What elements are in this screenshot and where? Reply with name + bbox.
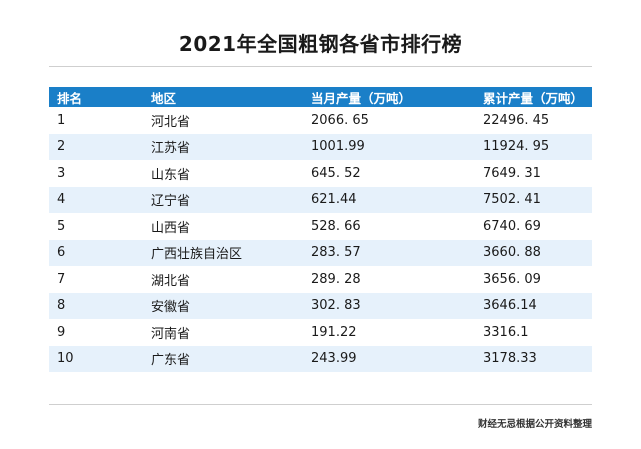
cell-cumulative: 22496. 45: [483, 112, 550, 128]
table-row: 1 河北省 2066. 65 22496. 45: [49, 107, 592, 134]
cell-region: 广西壮族自治区: [151, 247, 243, 263]
cell-region: 河北省: [151, 114, 191, 130]
cell-region: 山东省: [151, 167, 191, 183]
top-divider: [49, 66, 592, 67]
header-monthly-output: 当月产量（万吨）: [311, 90, 412, 106]
cell-monthly: 645. 52: [311, 165, 361, 181]
cell-cumulative: 6740. 69: [483, 218, 541, 234]
cell-region: 安徽省: [151, 300, 191, 316]
cell-monthly: 243.99: [311, 351, 357, 367]
cell-monthly: 283. 57: [311, 245, 361, 261]
table-row: 5 山西省 528. 66 6740. 69: [49, 213, 592, 240]
table-row: 9 河南省 191.22 3316.1: [49, 319, 592, 346]
header-region: 地区: [151, 90, 177, 106]
cell-region: 江苏省: [151, 141, 191, 157]
source-note: 财经无忌根据公开资料整理: [477, 419, 592, 430]
cell-cumulative: 3178.33: [483, 351, 537, 367]
table-row: 4 辽宁省 621.44 7502. 41: [49, 186, 592, 213]
cell-rank: 8: [57, 298, 66, 314]
table-row: 10 广东省 243.99 3178.33: [49, 345, 592, 372]
cell-region: 河南省: [151, 326, 191, 342]
cell-rank: 3: [57, 165, 66, 181]
cell-region: 湖北省: [151, 273, 191, 289]
table-header-row: 排名 地区 当月产量（万吨） 累计产量（万吨）: [49, 87, 592, 107]
cell-monthly: 1001.99: [311, 139, 365, 155]
cell-cumulative: 3656. 09: [483, 271, 541, 287]
table-row: 8 安徽省 302. 83 3646.14: [49, 292, 592, 319]
bottom-divider: [49, 404, 592, 405]
table-row: 6 广西壮族自治区 283. 57 3660. 88: [49, 239, 592, 266]
header-rank: 排名: [57, 90, 83, 106]
cell-region: 广东省: [151, 353, 191, 369]
cell-rank: 7: [57, 271, 66, 287]
cell-cumulative: 7649. 31: [483, 165, 541, 181]
cell-cumulative: 3646.14: [483, 298, 537, 314]
table-row: 2 江苏省 1001.99 11924. 95: [49, 133, 592, 160]
cell-monthly: 621.44: [311, 192, 357, 208]
cell-monthly: 528. 66: [311, 218, 361, 234]
cell-region: 山西省: [151, 220, 191, 236]
cell-monthly: 289. 28: [311, 271, 361, 287]
cell-rank: 1: [57, 112, 66, 128]
page-title: 2021年全国粗钢各省市排行榜: [178, 32, 463, 56]
header-cumulative-output: 累计产量（万吨）: [483, 90, 584, 106]
cell-monthly: 302. 83: [311, 298, 361, 314]
table-row: 3 山东省 645. 52 7649. 31: [49, 160, 592, 187]
cell-monthly: 191.22: [311, 324, 357, 340]
cell-region: 辽宁省: [151, 194, 191, 210]
cell-rank: 10: [57, 351, 74, 367]
ranking-table: 排名 地区 当月产量（万吨） 累计产量（万吨） 1 河北省 2066. 65 2…: [49, 87, 592, 372]
cell-rank: 5: [57, 218, 66, 234]
cell-rank: 4: [57, 192, 66, 208]
cell-cumulative: 3660. 88: [483, 245, 541, 261]
cell-rank: 2: [57, 139, 66, 155]
cell-cumulative: 3316.1: [483, 324, 529, 340]
cell-cumulative: 11924. 95: [483, 139, 550, 155]
cell-rank: 9: [57, 324, 66, 340]
cell-monthly: 2066. 65: [311, 112, 369, 128]
cell-rank: 6: [57, 245, 66, 261]
cell-cumulative: 7502. 41: [483, 192, 541, 208]
table-row: 7 湖北省 289. 28 3656. 09: [49, 266, 592, 293]
